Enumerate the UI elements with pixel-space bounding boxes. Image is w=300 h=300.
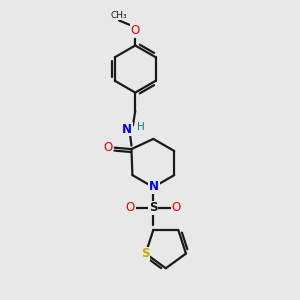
Text: O: O (131, 24, 140, 37)
Text: S: S (141, 247, 150, 260)
Text: CH₃: CH₃ (111, 11, 128, 20)
Text: H: H (137, 122, 145, 132)
Text: O: O (103, 141, 112, 154)
Text: O: O (126, 201, 135, 214)
Text: N: N (149, 180, 159, 193)
Text: S: S (149, 201, 158, 214)
Text: N: N (122, 123, 132, 136)
Text: O: O (172, 201, 181, 214)
